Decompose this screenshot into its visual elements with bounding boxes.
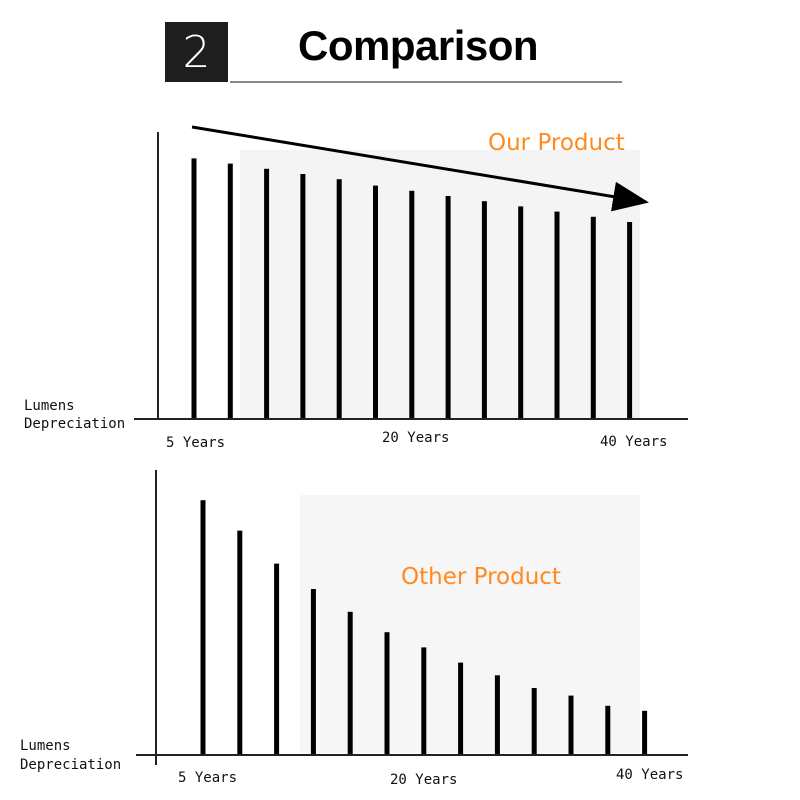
bar	[274, 563, 280, 754]
x-tick-label: 5 Years	[166, 435, 225, 451]
bar	[627, 222, 633, 418]
bar	[554, 211, 560, 418]
x-tick-label: 5 Years	[178, 770, 237, 786]
section-number-badge: 2	[165, 22, 228, 82]
bar	[421, 647, 427, 754]
y-axis-label: Lumens Depreciation	[24, 398, 125, 432]
x-tick-label: 40 Years	[616, 767, 683, 783]
bar	[300, 174, 306, 418]
bar	[531, 688, 537, 754]
bar	[336, 179, 342, 418]
bar	[347, 611, 353, 754]
y-axis-label: Lumens Depreciation	[20, 738, 121, 773]
series-label: Other Product	[401, 564, 561, 590]
bar	[445, 196, 451, 418]
bar	[310, 589, 316, 754]
header: 2 Comparison	[0, 0, 800, 90]
chart-our-product: Our Product Lumens Depreciation 5 Years …	[24, 125, 688, 451]
bar	[494, 675, 500, 754]
x-tick-label: 20 Years	[382, 430, 449, 446]
bars-our-product	[191, 158, 633, 418]
x-tick-label: 40 Years	[600, 434, 667, 450]
chart-shading	[300, 495, 640, 753]
title-underline	[230, 81, 622, 83]
bar	[605, 705, 611, 754]
chart-other-product: Other Product Lumens Depreciation 5 Year…	[20, 470, 688, 788]
bar	[200, 500, 206, 754]
bar	[237, 530, 243, 754]
bar	[518, 206, 524, 418]
bar	[568, 695, 574, 754]
bar	[384, 632, 390, 754]
series-label: Our Product	[488, 130, 625, 156]
page-title: Comparison	[298, 22, 539, 69]
bar	[590, 216, 596, 418]
chart-shading	[240, 150, 640, 418]
trend-arrow	[191, 125, 649, 212]
bar	[458, 662, 464, 754]
bars-other-product	[200, 500, 648, 754]
bar	[373, 185, 378, 418]
bar	[481, 201, 487, 418]
bar	[642, 710, 648, 754]
bar	[264, 168, 270, 418]
bar	[191, 158, 197, 418]
bar	[409, 190, 415, 418]
bar	[227, 163, 233, 418]
x-tick-label: 20 Years	[390, 772, 457, 788]
